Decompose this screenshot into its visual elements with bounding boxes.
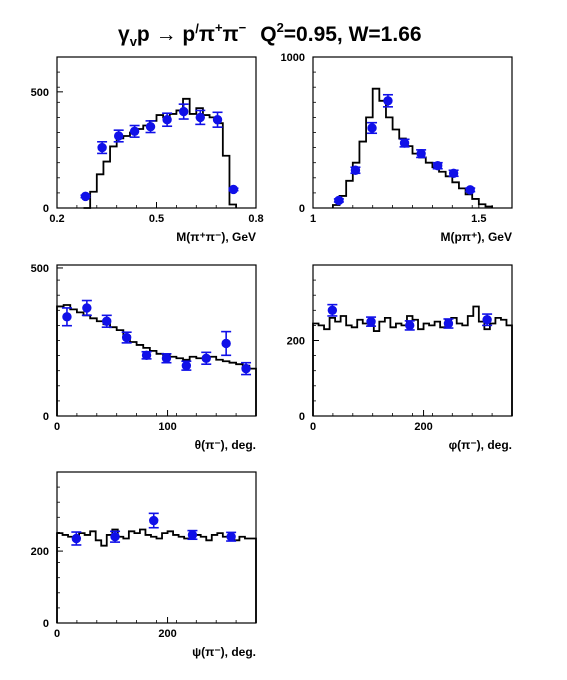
data-point (416, 148, 426, 159)
y-tick-label: 0 (299, 203, 305, 215)
panel-m-ppip: 1 1.5 0 1000 M(pπ⁺), GeV (281, 52, 513, 244)
x-axis-label: M(pπ⁺), GeV (440, 230, 512, 244)
x-tick-label: 0 (54, 421, 60, 433)
title-q2-sup: 2 (277, 20, 284, 35)
x-axis-label: φ(π⁻), deg. (449, 438, 512, 452)
data-point (178, 106, 189, 117)
data-point (102, 316, 112, 326)
data-point (113, 131, 124, 141)
data-point (448, 168, 459, 178)
plot-frame (312, 264, 513, 417)
y-tick-label: 500 (31, 263, 49, 275)
data-point (433, 161, 443, 171)
panel-m-pipi: 0.2 0.5 0.8 0 500 M(π⁺π⁻), GeV (31, 56, 264, 244)
data-point (367, 123, 377, 133)
data-point (187, 530, 198, 540)
x-axis-label: θ(π⁻), deg. (195, 438, 256, 452)
data-point (383, 96, 393, 106)
x-tick-label: 0 (54, 628, 60, 640)
data-point (327, 305, 338, 315)
data-point (181, 360, 192, 371)
histogram-line (312, 305, 513, 416)
x-tick-label: 0.8 (248, 213, 263, 225)
data-point (71, 533, 82, 544)
histogram-line (332, 87, 493, 208)
data-point (195, 112, 205, 123)
figure-title: γvp → p/π+π− Q2=0.95, W=1.66 (118, 20, 422, 49)
data-point (97, 142, 107, 153)
data-point (201, 353, 211, 363)
data-point (241, 363, 251, 374)
histogram-line (56, 528, 257, 623)
data-point (162, 115, 172, 125)
panel-phi-pim: 0 200 0 200 φ(π⁻), deg. (287, 264, 513, 452)
data-point (121, 332, 132, 343)
title-pi-minus: π (223, 23, 239, 46)
x-tick-label: 200 (414, 421, 432, 433)
data-point (141, 350, 152, 361)
plot-frame (56, 56, 257, 209)
x-tick-label: 0 (310, 421, 316, 433)
title-pi-plus: π (199, 23, 215, 46)
data-point (80, 191, 91, 202)
x-axis-label: M(π⁺π⁻), GeV (176, 230, 256, 244)
data-point (149, 515, 159, 526)
title-reaction: p → p (137, 23, 195, 46)
panel-psi-pim: 0 200 0 200 ψ(π⁻), deg. (31, 471, 257, 659)
y-tick-label: 200 (31, 546, 49, 558)
data-point (161, 353, 172, 363)
data-point (221, 338, 231, 349)
title-gamma: γ (118, 23, 130, 46)
title-q2-values: =0.95, W=1.66 (284, 23, 422, 46)
histogram-line (56, 304, 257, 416)
histogram-line (83, 97, 237, 209)
data-point (366, 316, 376, 327)
x-tick-label: 1.5 (471, 213, 486, 225)
y-tick-label: 0 (43, 411, 49, 423)
x-tick-label: 0.5 (149, 213, 164, 225)
y-tick-label: 500 (31, 87, 49, 99)
title-minus-sup: − (239, 20, 247, 35)
plot-frame (56, 471, 257, 624)
panel-theta-pim: 0 100 0 500 θ(π⁻), deg. (31, 263, 257, 452)
data-point (482, 315, 492, 325)
title-gamma-subscript: v (130, 34, 138, 49)
data-point (212, 115, 223, 125)
data-point (399, 138, 410, 148)
x-tick-label: 0.2 (49, 213, 64, 225)
title-prime: / (195, 21, 199, 36)
data-point (405, 320, 415, 331)
data-point (228, 184, 239, 195)
data-point (443, 318, 454, 329)
data-point (129, 126, 140, 137)
plot-frame (312, 56, 513, 209)
data-point (350, 165, 361, 175)
title-q2: Q (260, 23, 276, 46)
y-tick-label: 1000 (281, 52, 305, 64)
y-tick-label: 0 (43, 203, 49, 215)
data-point (226, 532, 236, 542)
title-plus-sup: + (215, 20, 223, 35)
data-point (82, 303, 92, 313)
x-tick-label: 1 (310, 213, 316, 225)
y-tick-label: 0 (299, 411, 305, 423)
x-axis-label: ψ(π⁻), deg. (192, 645, 256, 659)
y-tick-label: 0 (43, 618, 49, 630)
x-tick-label: 200 (158, 628, 176, 640)
data-point (334, 195, 344, 206)
y-tick-label: 200 (287, 336, 305, 348)
data-point (62, 312, 72, 322)
data-point (110, 532, 120, 542)
data-point (145, 121, 156, 132)
x-tick-label: 100 (158, 421, 176, 433)
data-point (465, 185, 475, 195)
